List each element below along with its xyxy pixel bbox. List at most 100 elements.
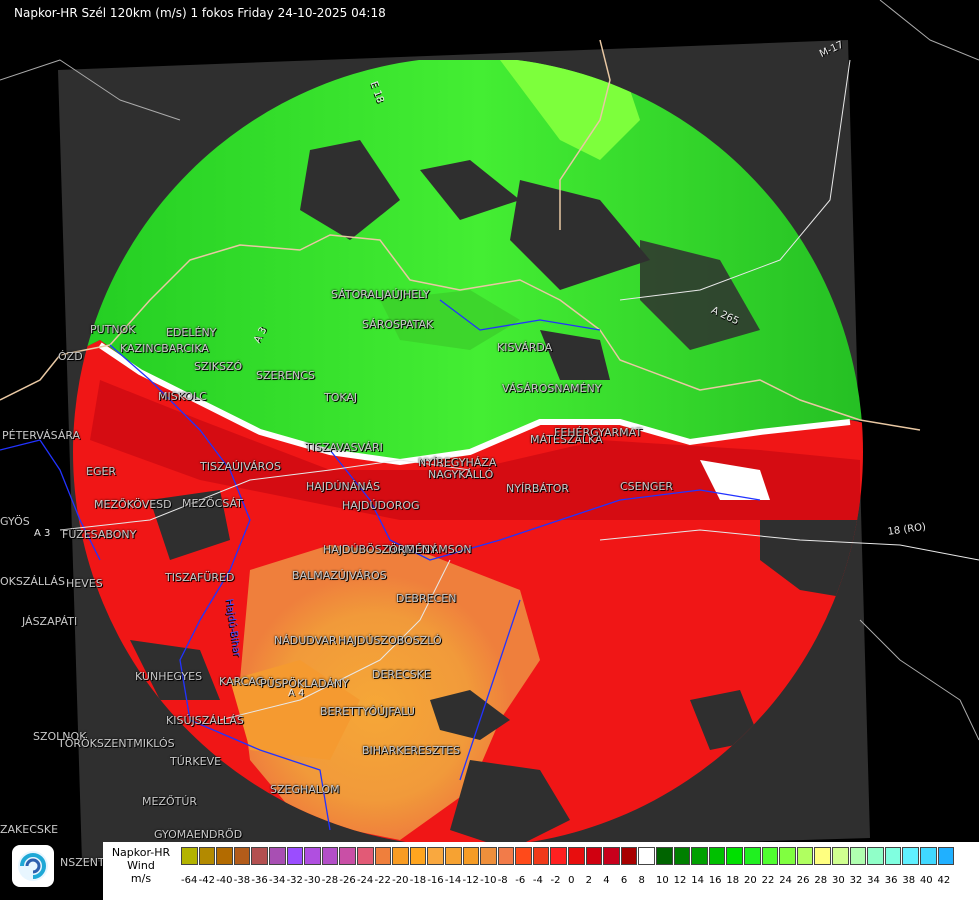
place-label: SZEGHALOM: [270, 783, 340, 796]
place-label: FÜZESABONY: [62, 528, 137, 541]
legend-swatch: [268, 847, 286, 865]
map-title: Napkor-HR Szél 120km (m/s) 1 fokos Frida…: [14, 6, 386, 20]
place-label: DERECSKE: [372, 668, 431, 681]
place-label: HAJDÚSÁMSON: [388, 543, 472, 556]
legend-swatch: [585, 847, 603, 865]
legend-swatch: [321, 847, 339, 865]
legend-swatch: [427, 847, 444, 865]
place-label: GYÖS: [0, 515, 30, 528]
place-label: SZIKSZÓ: [194, 360, 243, 373]
legend-swatch: [831, 847, 849, 865]
wind-legend: Napkor-HR Wind m/s -64 -42 -40 -38 -36 -34 -32…: [103, 842, 979, 900]
legend-swatch: [233, 847, 251, 865]
place-label: HAJDÚSZOBOSZLÓ: [338, 634, 442, 647]
place-label: TISZAÚJVÁROS: [200, 460, 281, 473]
legend-swatch: [480, 847, 497, 865]
legend-swatch: [814, 847, 831, 865]
legend-swatch: [919, 847, 937, 865]
legend-tick: 28: [814, 875, 828, 886]
legend-swatch: [339, 847, 356, 865]
place-label: KARCAG: [219, 675, 265, 688]
legend-tick: 22: [761, 875, 775, 886]
legend-tick: -30: [304, 875, 321, 886]
place-label: HAJDÚNÁNÁS: [306, 480, 381, 493]
place-label: SÁROSPATAK: [362, 318, 434, 331]
legend-tick: -36: [251, 875, 268, 886]
legend-swatch: [286, 847, 304, 865]
legend-swatch: [691, 847, 708, 865]
legend-tick: -24: [356, 875, 374, 886]
legend-swatch: [779, 847, 796, 865]
place-label: TISZAVASVÁRI: [305, 441, 383, 454]
legend-swatch: [849, 847, 867, 865]
country-border-north: [559, 39, 611, 230]
place-label: GYOMAENDRŐD: [154, 828, 243, 841]
place-label: EDELÉNY: [166, 326, 217, 339]
place-label: TÚRKEVE: [170, 755, 222, 768]
legend-tick: -40: [216, 875, 233, 886]
place-label: HEVES: [66, 577, 103, 590]
legend-swatch: [198, 847, 216, 865]
place-label: MÁTÉSZALKA: [530, 433, 603, 446]
legend-tick: 24: [779, 875, 792, 886]
road-label: A 4: [288, 688, 305, 699]
place-label: NÁDUDVAR: [274, 634, 337, 647]
legend-swatch: [216, 847, 233, 865]
napkor-logo: [12, 845, 54, 887]
place-label: MEZŐCSÁT: [182, 497, 243, 510]
legend-tick: 36: [884, 875, 898, 886]
legend-tick: 0: [568, 875, 575, 886]
place-label: OKSZÁLLÁS: [0, 575, 65, 588]
place-label: BALMAZÚJVÁROS: [292, 569, 387, 582]
legend-tick: -2: [550, 875, 561, 886]
place-label: NAGYKÁLLÓ: [428, 468, 494, 481]
legend-tick: 42: [937, 875, 951, 886]
legend-swatch: [673, 847, 691, 865]
place-label: MEZŐKÖVESD: [94, 498, 172, 511]
legend-tick: -8: [497, 875, 508, 886]
legend-swatch: [515, 847, 532, 865]
place-label: CSENGER: [620, 480, 673, 493]
road-line: [59, 459, 471, 531]
legend-tick: 14: [691, 875, 704, 886]
legend-swatch: [867, 847, 884, 865]
road-label: A 3: [34, 528, 51, 539]
county-border: [439, 299, 601, 331]
place-label: NSZENTM: [60, 856, 115, 869]
place-label: EGER: [86, 465, 117, 478]
legend-swatch: [462, 847, 480, 865]
legend-swatch: [603, 847, 620, 865]
place-label: SZOLNOK: [33, 730, 87, 743]
road-line: [619, 59, 851, 301]
place-label: PUTNOK: [90, 323, 136, 336]
legend-tick: -42: [198, 875, 215, 886]
legend-tick: -34: [268, 875, 286, 886]
legend-tick: 18: [726, 875, 740, 886]
legend-tick: 40: [919, 875, 933, 886]
legend-tick: 26: [796, 875, 810, 886]
place-label: HAJDÚBÖSZÖRMÉNY: [323, 543, 437, 556]
place-label: BIHARKERESZTES: [362, 744, 461, 757]
place-label: KUNHEGYES: [135, 670, 203, 683]
legend-swatch: [251, 847, 268, 865]
legend-line1: Napkor-HR: [111, 846, 171, 859]
place-label: TISZAFÜRED: [165, 571, 235, 584]
place-label: KISVÁRDA: [497, 341, 553, 354]
place-label: NYÍRBÁTOR: [506, 482, 570, 495]
legend-tick: 32: [849, 875, 863, 886]
road-line: [0, 59, 181, 121]
legend-swatch: [638, 847, 656, 865]
place-label: NYÍREGYHÁZA: [418, 456, 497, 469]
place-label: SZERENCS: [256, 369, 315, 382]
legend-tick: -32: [286, 875, 303, 886]
legend-swatch: [796, 847, 814, 865]
legend-tick: -28: [321, 875, 339, 886]
legend-swatch: [568, 847, 585, 865]
road-line: [599, 529, 979, 561]
legend-swatch: [392, 847, 409, 865]
place-label: MEZŐTÚR: [142, 795, 198, 808]
legend-swatch: [356, 847, 374, 865]
legend-swatch: [744, 847, 761, 865]
county-border: [459, 599, 521, 781]
place-label: KISÚJSZÁLLÁS: [166, 714, 244, 727]
